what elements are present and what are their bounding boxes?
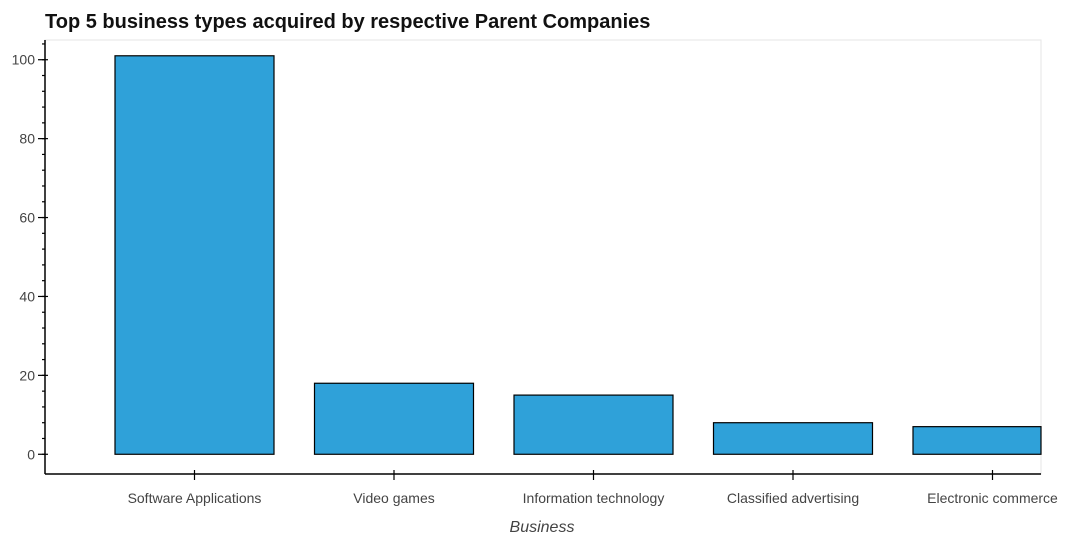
bars-layer: [114, 55, 1042, 455]
bar: [513, 394, 674, 455]
x-tick-label: Classified advertising: [727, 490, 859, 506]
x-tick-label: Electronic commerce: [927, 490, 1058, 506]
bar: [114, 55, 275, 455]
bar: [712, 422, 874, 455]
x-tick-label: Information technology: [523, 490, 665, 506]
y-tick-label: 20: [19, 367, 35, 383]
y-tick-label: 80: [19, 131, 35, 147]
y-axis: 0 20 40 60 80 100: [12, 40, 48, 474]
y-tick-label: 0: [27, 446, 35, 462]
x-tick-label: Video games: [353, 490, 434, 506]
chart-title: Top 5 business types acquired by respect…: [45, 11, 650, 33]
x-tick-label: Software Applications: [128, 490, 262, 506]
y-tick-label: 60: [19, 210, 35, 226]
bar: [313, 382, 475, 455]
x-axis: Software Applications Video games Informat…: [45, 470, 1058, 506]
y-tick-label: 100: [12, 52, 36, 68]
bar: [912, 426, 1042, 455]
y-tick-label: 40: [19, 288, 35, 304]
x-axis-label: Business: [510, 519, 575, 536]
